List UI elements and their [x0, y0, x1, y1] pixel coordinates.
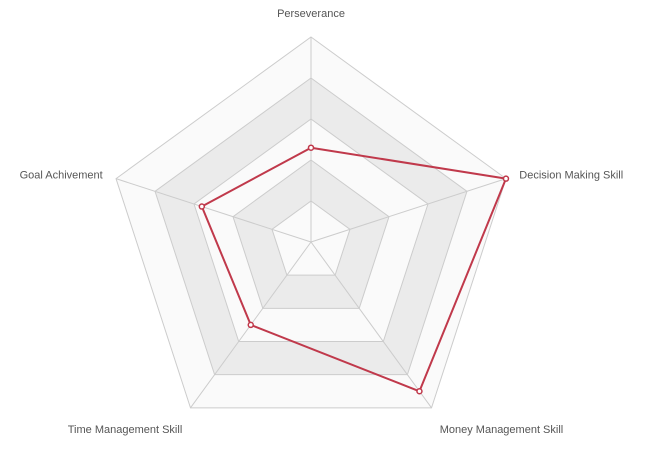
spoke-2: [310, 241, 432, 409]
data-point-4[interactable]: [198, 203, 206, 210]
data-point-3[interactable]: [247, 321, 254, 329]
spoke-4: [115, 178, 312, 243]
series-line-0: [200, 146, 507, 393]
axis-label-1: Decision Making Skill: [519, 169, 623, 181]
axis-label-3: Time Management Skill: [68, 424, 183, 436]
data-point-2[interactable]: [416, 388, 423, 395]
data-point-1[interactable]: [502, 175, 510, 182]
axis-labels: Perseverance Decision Making Skill Money M…: [20, 8, 624, 436]
series-layer: [198, 144, 510, 395]
axis-label-0: Perseverance: [277, 8, 345, 20]
axis-label-4: Goal Achivement: [20, 169, 103, 181]
data-point-0[interactable]: [307, 144, 315, 151]
spoke-1: [310, 178, 507, 243]
axis-label-2: Money Management Skill: [440, 424, 564, 436]
axis-spokes: [115, 37, 507, 409]
